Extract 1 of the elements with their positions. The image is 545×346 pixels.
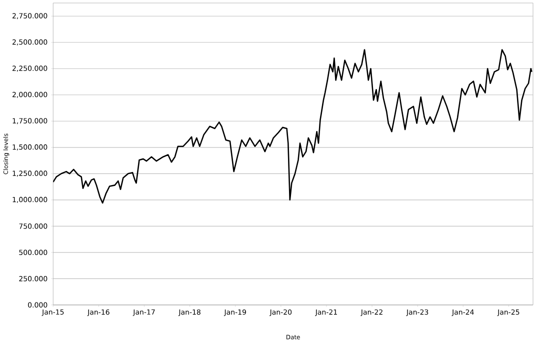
line-series [53, 49, 532, 204]
